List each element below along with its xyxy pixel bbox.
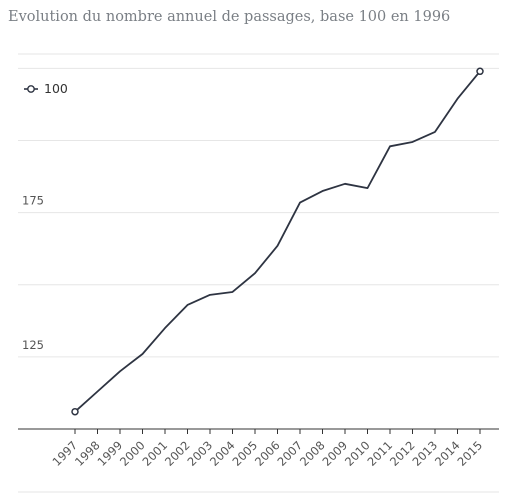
data-point-end [476, 67, 484, 76]
x-tick-label: 2002 [162, 438, 193, 469]
x-tick-label: 2006 [252, 438, 283, 469]
series-line [74, 70, 481, 413]
data-point-start [71, 407, 79, 416]
x-tick-label: 2005 [230, 438, 261, 469]
x-tick-label: 2015 [455, 438, 486, 469]
x-tick-label: 2013 [410, 438, 441, 469]
x-tick-label: 2001 [140, 438, 171, 469]
x-tick-label: 2014 [432, 438, 463, 469]
legend-label: 100 [44, 81, 68, 96]
x-tick-label: 2009 [320, 438, 351, 469]
x-tick-label: 2010 [342, 438, 373, 469]
x-tick-label: 1999 [95, 438, 126, 469]
x-tick-label: 2012 [387, 438, 418, 469]
x-tick-label: 2011 [365, 438, 396, 469]
x-tick-label: 2008 [297, 438, 328, 469]
y-tick-label: 175 [22, 194, 44, 208]
x-tick-label: 1998 [72, 438, 103, 469]
x-tick-label: 2004 [207, 438, 238, 469]
chart-title: Evolution du nombre annuel de passages, … [8, 9, 451, 25]
y-tick-label: 125 [22, 338, 44, 352]
x-tick-label: 1997 [50, 438, 81, 469]
legend: 100 [24, 81, 68, 96]
x-tick-label: 2007 [275, 438, 306, 469]
x-tick-label: 2003 [185, 438, 216, 469]
x-tick-label: 2000 [117, 438, 148, 469]
legend-marker-icon [24, 84, 38, 93]
